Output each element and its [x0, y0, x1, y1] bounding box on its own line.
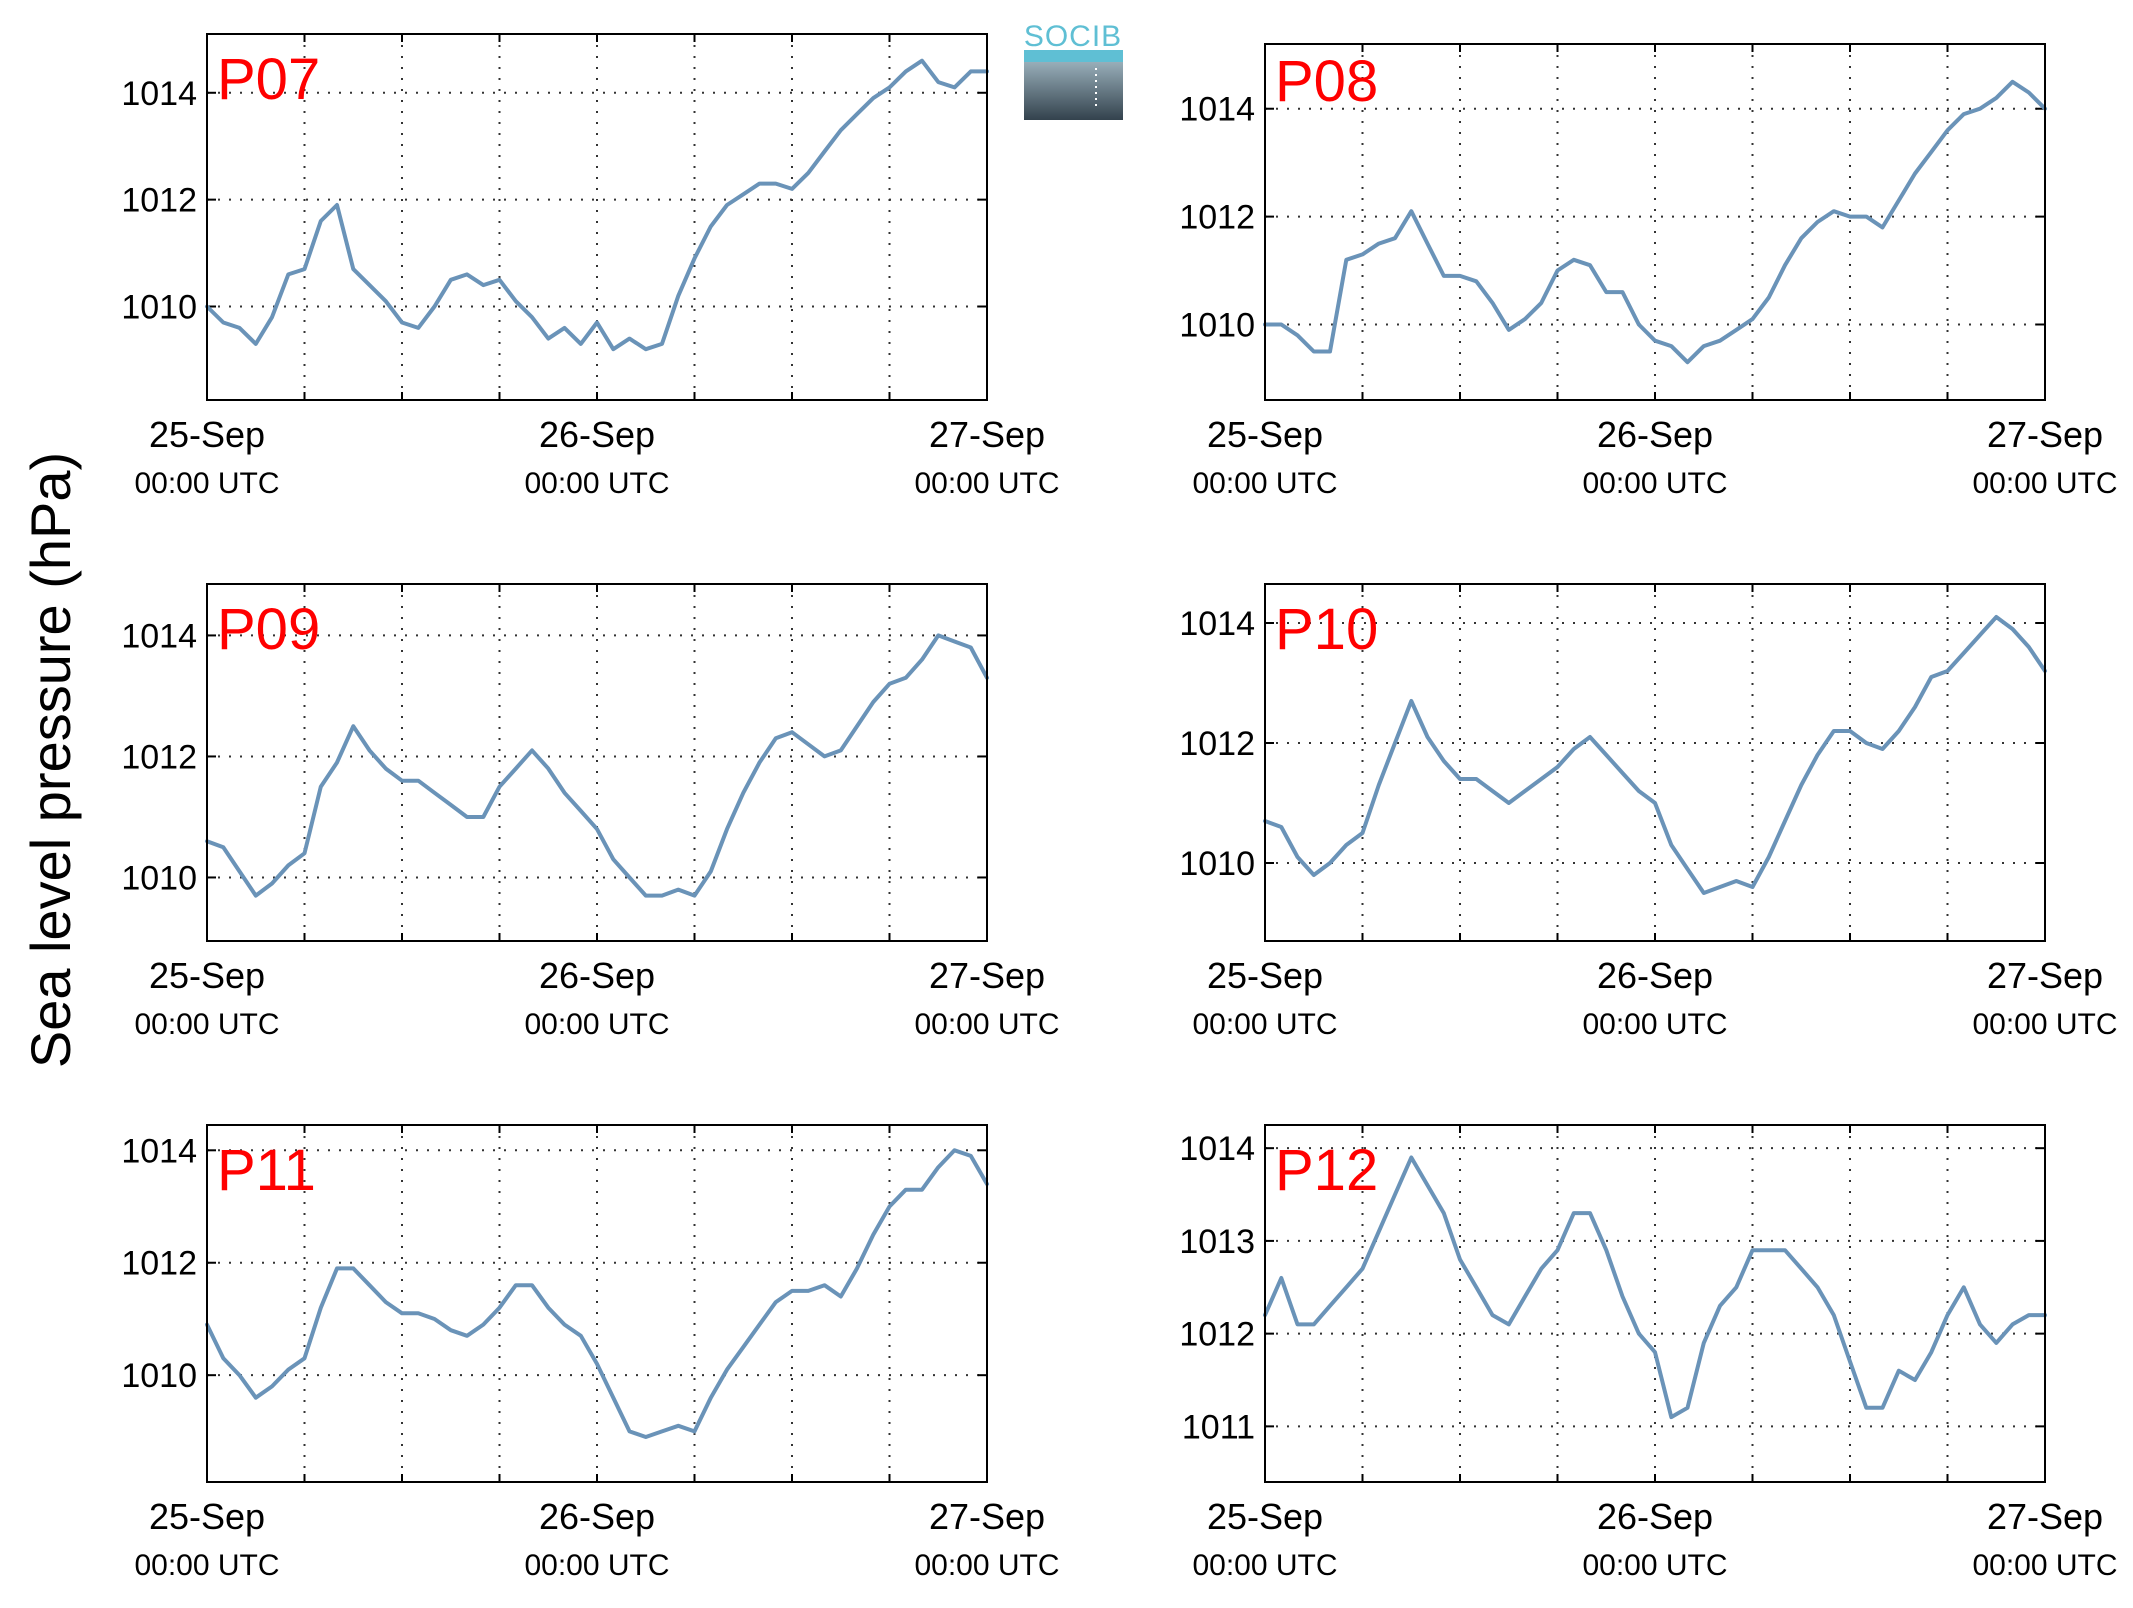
- x-tick-date-label: 26-Sep: [1597, 1496, 1713, 1537]
- x-tick-date-label: 25-Sep: [1207, 1496, 1323, 1537]
- logo-wave-band: [1024, 50, 1123, 62]
- panel-label-p11: P11: [217, 1138, 316, 1203]
- x-tick-time-label: 00:00 UTC: [1972, 1549, 2117, 1582]
- y-tick-label: 1012: [1179, 725, 1255, 763]
- pressure-series-line: [205, 58, 989, 352]
- socib-logo: SOCIB: [1024, 20, 1123, 120]
- y-tick-label: 1010: [121, 288, 197, 326]
- y-tick-label: 1010: [1179, 845, 1255, 883]
- x-tick-date-label: 27-Sep: [929, 1496, 1045, 1537]
- x-tick-time-label: 00:00 UTC: [134, 1008, 279, 1041]
- x-tick-date-label: 27-Sep: [929, 955, 1045, 996]
- y-tick-label: 1014: [1179, 1130, 1255, 1168]
- y-tick-label: 1013: [1179, 1223, 1255, 1261]
- pressure-series-line: [1263, 1155, 2047, 1420]
- chart-panel-p12: 1011 1012 1013 1014 25-Sep 00:00 UTC 26-Sep 00:…: [1179, 1124, 2118, 1582]
- chart-panel-p07: 1010 1012 1014 25-Sep 00:00 UTC 26-Sep 00:00 U…: [121, 33, 1060, 500]
- x-tick-date-label: 26-Sep: [1597, 414, 1713, 455]
- plot-frame: [206, 33, 988, 401]
- x-tick-time-label: 00:00 UTC: [524, 467, 669, 500]
- chart-panel-p08: 1010 1012 1014 25-Sep 00:00 UTC 26-Sep 00:00 U…: [1179, 43, 2118, 500]
- x-tick-time-label: 00:00 UTC: [1972, 467, 2117, 500]
- x-tick-time-label: 00:00 UTC: [1192, 467, 1337, 500]
- y-tick-label: 1014: [1179, 605, 1255, 643]
- y-tick-label: 1011: [1182, 1408, 1255, 1446]
- x-tick-date-label: 26-Sep: [539, 414, 655, 455]
- x-tick-time-label: 00:00 UTC: [524, 1008, 669, 1041]
- x-tick-time-label: 00:00 UTC: [1582, 1008, 1727, 1041]
- pressure-series-line: [1263, 615, 2047, 895]
- plot-frame: [206, 1124, 988, 1483]
- x-tick-time-label: 00:00 UTC: [1582, 1549, 1727, 1582]
- plot-frame: [1264, 1124, 2046, 1483]
- y-tick-label: 1010: [121, 1357, 197, 1395]
- x-tick-time-label: 00:00 UTC: [914, 467, 1059, 500]
- y-tick-label: 1014: [1179, 91, 1255, 129]
- x-tick-time-label: 00:00 UTC: [1192, 1008, 1337, 1041]
- x-tick-date-label: 25-Sep: [149, 1496, 265, 1537]
- x-tick-time-label: 00:00 UTC: [134, 1549, 279, 1582]
- x-tick-date-label: 25-Sep: [1207, 414, 1323, 455]
- x-tick-time-label: 00:00 UTC: [524, 1549, 669, 1582]
- y-tick-label: 1010: [1179, 306, 1255, 344]
- x-tick-date-label: 25-Sep: [149, 414, 265, 455]
- plot-frame: [1264, 43, 2046, 401]
- panel-label-p09: P09: [217, 597, 320, 662]
- pressure-series-line: [205, 633, 989, 898]
- y-tick-label: 1014: [121, 75, 197, 113]
- x-tick-date-label: 27-Sep: [929, 414, 1045, 455]
- x-tick-date-label: 25-Sep: [149, 955, 265, 996]
- x-tick-date-label: 27-Sep: [1987, 414, 2103, 455]
- panel-label-p08: P08: [1275, 49, 1378, 114]
- y-tick-label: 1014: [121, 617, 197, 655]
- panel-label-p07: P07: [217, 47, 320, 112]
- chart-panel-p09: 1010 1012 1014 25-Sep 00:00 UTC 26-Sep 00:00 U…: [121, 583, 1060, 1041]
- x-tick-time-label: 00:00 UTC: [1972, 1008, 2117, 1041]
- x-tick-date-label: 27-Sep: [1987, 955, 2103, 996]
- y-tick-label: 1012: [121, 182, 197, 220]
- panel-label-p12: P12: [1275, 1138, 1378, 1203]
- x-tick-time-label: 00:00 UTC: [134, 467, 279, 500]
- y-tick-label: 1012: [1179, 1316, 1255, 1354]
- x-tick-date-label: 26-Sep: [539, 955, 655, 996]
- logo-text: SOCIB: [1024, 20, 1122, 53]
- x-tick-date-label: 26-Sep: [1597, 955, 1713, 996]
- x-tick-date-label: 26-Sep: [539, 1496, 655, 1537]
- x-tick-date-label: 27-Sep: [1987, 1496, 2103, 1537]
- logo-gradient-block: [1024, 62, 1123, 120]
- chart-panel-p11: 1010 1012 1014 25-Sep 00:00 UTC 26-Sep 00:00 U…: [121, 1124, 1060, 1582]
- x-tick-time-label: 00:00 UTC: [914, 1549, 1059, 1582]
- y-axis-label: Sea level pressure (hPa): [19, 452, 82, 1068]
- y-tick-label: 1012: [1179, 199, 1255, 237]
- x-tick-date-label: 25-Sep: [1207, 955, 1323, 996]
- x-tick-time-label: 00:00 UTC: [1582, 467, 1727, 500]
- plot-frame: [1264, 583, 2046, 942]
- x-tick-time-label: 00:00 UTC: [914, 1008, 1059, 1041]
- y-tick-label: 1010: [121, 859, 197, 897]
- pressure-series-line: [205, 1148, 989, 1439]
- plot-frame: [206, 583, 988, 942]
- panel-label-p10: P10: [1275, 597, 1378, 662]
- x-tick-time-label: 00:00 UTC: [1192, 1549, 1337, 1582]
- pressure-series-line: [1263, 79, 2047, 365]
- chart-panel-p10: 1010 1012 1014 25-Sep 00:00 UTC 26-Sep 00:00 U…: [1179, 583, 2118, 1041]
- y-tick-label: 1012: [121, 738, 197, 776]
- y-tick-label: 1012: [121, 1245, 197, 1283]
- y-tick-label: 1014: [121, 1132, 197, 1170]
